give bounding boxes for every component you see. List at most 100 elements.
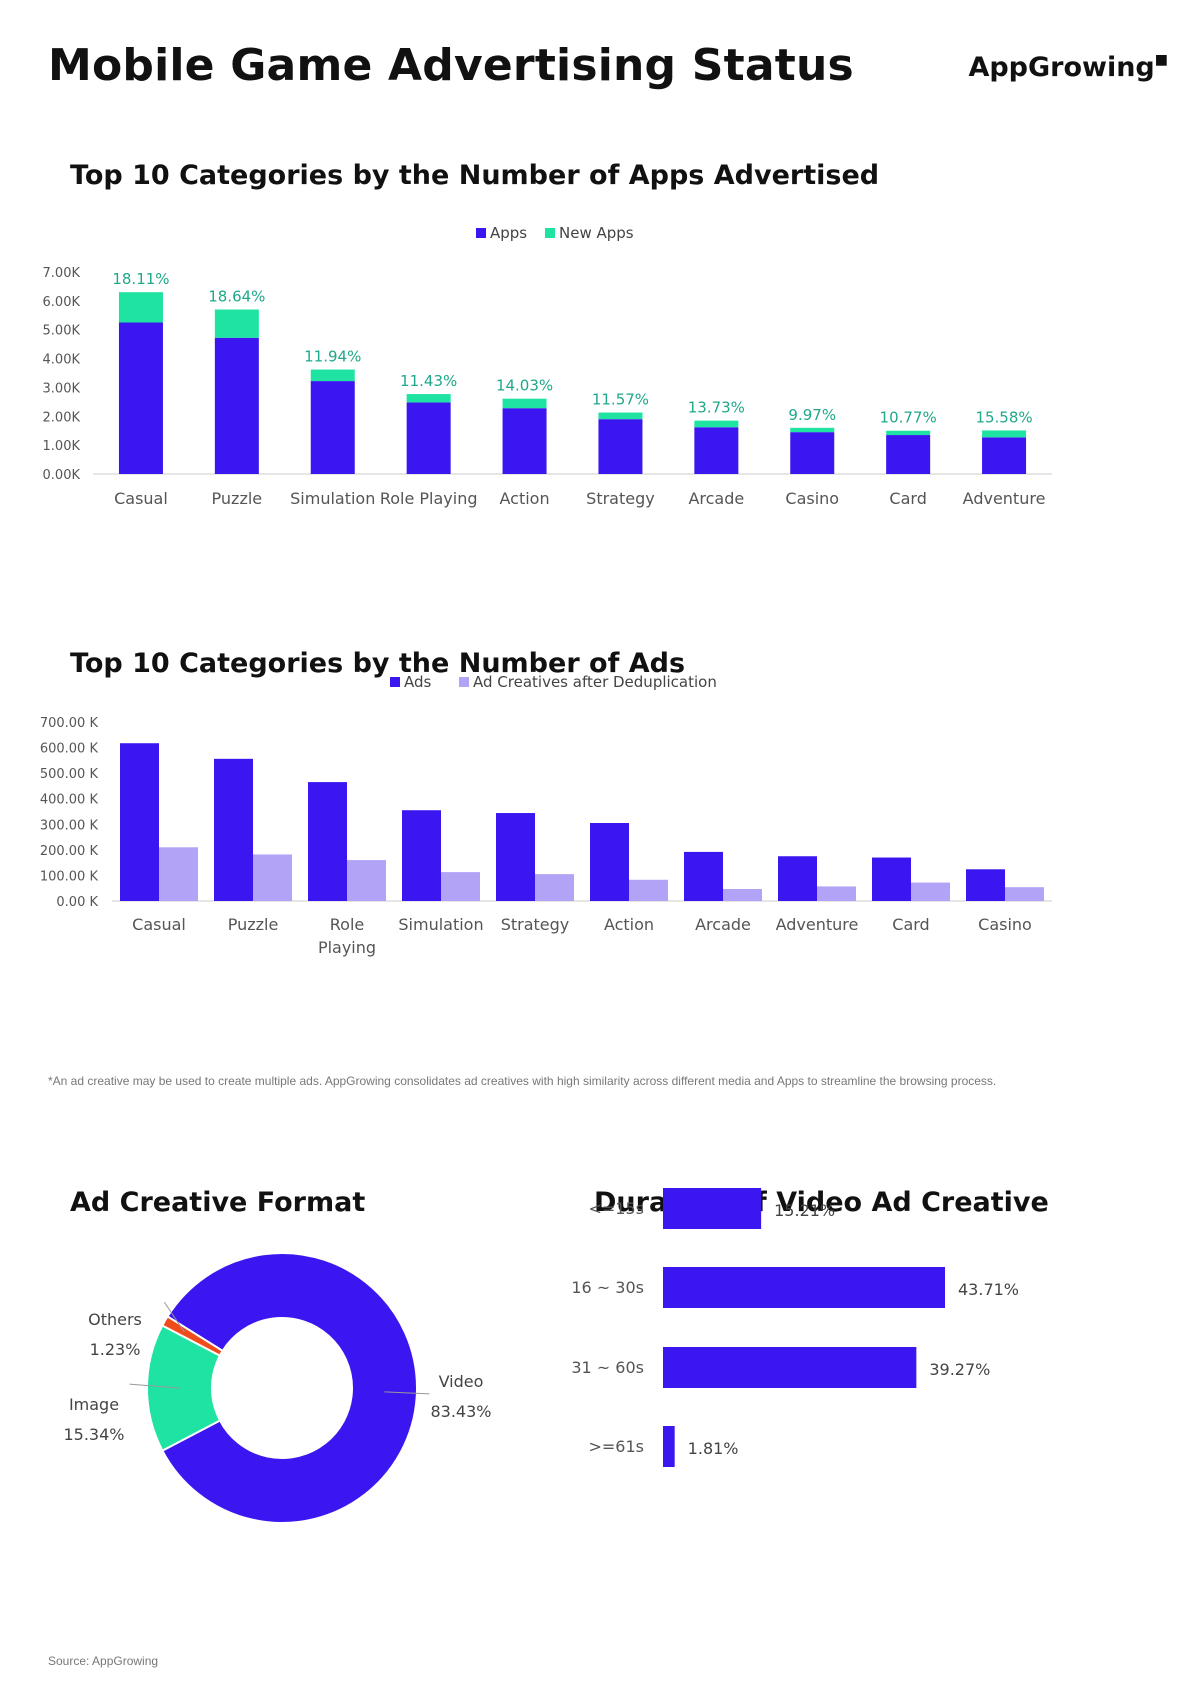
legend-swatch-0 xyxy=(390,677,400,687)
bar-ad-creatives xyxy=(817,886,856,901)
x-tick-label: Casual xyxy=(114,489,168,508)
data-label: 39.27% xyxy=(929,1360,990,1379)
chart1-title: Top 10 Categories by the Number of Apps … xyxy=(70,160,880,191)
bar-new-apps xyxy=(598,412,643,420)
logo-dot: ■ xyxy=(1154,52,1168,68)
data-label: 14.03% xyxy=(496,377,553,395)
data-label: 9.97% xyxy=(788,406,836,424)
bar-ad-creatives xyxy=(441,872,480,901)
leader-line-others xyxy=(163,1301,185,1333)
x-tick-label: Arcade xyxy=(695,915,751,934)
bar-new-apps xyxy=(982,430,1027,438)
bar-ad-creatives xyxy=(159,847,198,901)
bar-new-apps xyxy=(310,369,355,382)
bar-ads xyxy=(496,813,535,901)
x-tick-label: Strategy xyxy=(586,489,655,508)
donut-slice-others xyxy=(160,1315,225,1357)
slice-label: Image xyxy=(69,1395,119,1414)
x-tick-label: Card xyxy=(892,915,929,934)
x-tick-label: Simulation xyxy=(290,489,375,508)
duration-bar xyxy=(663,1426,675,1467)
legend-label-0: Ads xyxy=(404,673,432,691)
y-tick-label: 100.00 K xyxy=(40,869,99,884)
bar-ad-creatives xyxy=(911,882,950,901)
y-tick-label: 300.00 K xyxy=(40,818,99,833)
x-tick-label: Strategy xyxy=(501,915,570,934)
data-label: 11.94% xyxy=(304,348,361,366)
y-tick-label: 6.00K xyxy=(43,295,81,310)
x-tick-label: Puzzle xyxy=(212,489,263,508)
bar-ad-creatives xyxy=(629,879,668,901)
chart3-title: Ad Creative Format xyxy=(70,1187,366,1218)
bar-apps xyxy=(790,432,835,474)
duration-bar xyxy=(663,1267,945,1308)
slice-value: 83.43% xyxy=(430,1402,491,1421)
y-tick-label: 3.00K xyxy=(43,381,81,396)
slice-value: 1.23% xyxy=(90,1340,141,1359)
bar-new-apps xyxy=(694,420,739,428)
bar-ad-creatives xyxy=(253,854,292,901)
bar-apps xyxy=(598,419,643,474)
y-tick-label: 7.00K xyxy=(43,266,81,281)
bar-new-apps xyxy=(214,309,259,338)
bar-ads xyxy=(966,869,1005,901)
bar-new-apps xyxy=(886,430,931,436)
bar-new-apps xyxy=(790,427,835,433)
y-tick-label: 0.00K xyxy=(43,468,81,483)
data-label: 18.64% xyxy=(208,288,265,306)
bar-ads xyxy=(872,857,911,901)
slice-value: 15.34% xyxy=(63,1425,124,1444)
y-tick-label: 5.00K xyxy=(43,324,81,339)
chart-video-duration: <=15s 15.21% 16 ~ 30s 43.71% 31 ~ 60s 39.27% >… xyxy=(571,1188,1019,1467)
legend-label-0: Apps xyxy=(490,224,527,242)
x-tick-label: Action xyxy=(499,489,549,508)
data-label: 18.11% xyxy=(112,270,169,288)
bar-ad-creatives xyxy=(535,874,574,901)
data-label: 43.71% xyxy=(958,1280,1019,1299)
bar-ads xyxy=(590,823,629,901)
x-tick-label: Card xyxy=(889,489,926,508)
legend-swatch-1 xyxy=(459,677,469,687)
bar-ad-creatives xyxy=(723,888,762,901)
y-category-label: <=15s xyxy=(588,1199,644,1218)
logo-text: AppGrowing xyxy=(968,52,1155,83)
y-tick-label: 200.00 K xyxy=(40,844,99,859)
x-tick-label: Simulation xyxy=(398,915,483,934)
y-tick-label: 700.00 K xyxy=(40,716,99,731)
bar-ads xyxy=(778,856,817,901)
data-label: 15.21% xyxy=(774,1201,835,1220)
bar-apps xyxy=(118,322,163,474)
duration-bar xyxy=(663,1188,762,1229)
legend-swatch-0 xyxy=(476,228,486,238)
page-title: Mobile Game Advertising Status xyxy=(48,40,854,91)
bar-ad-creatives xyxy=(1005,887,1044,901)
legend-label-1: Ad Creatives after Deduplication xyxy=(473,673,717,691)
x-tick-label: Role Playing xyxy=(380,489,478,508)
x-tick-label: Puzzle xyxy=(228,915,279,934)
chart-number-of-ads: Ads Ad Creatives after Deduplication 0.00 … xyxy=(40,673,1052,957)
y-tick-label: 500.00 K xyxy=(40,767,99,782)
x-tick-label: Playing xyxy=(318,938,376,957)
duration-bar xyxy=(663,1347,917,1388)
chart-ad-creative-format: Video 83.43% Image 15.34% Others 1.23% xyxy=(63,1252,492,1524)
bar-ads xyxy=(120,743,159,901)
bar-ad-creatives xyxy=(347,860,386,901)
footnote: *An ad creative may be used to create mu… xyxy=(48,1074,997,1088)
x-tick-label: Casual xyxy=(132,915,186,934)
legend-swatch-1 xyxy=(545,228,555,238)
x-tick-label: Adventure xyxy=(776,915,859,934)
bar-apps xyxy=(694,427,739,474)
leader-line-image xyxy=(129,1383,180,1389)
y-tick-label: 400.00 K xyxy=(40,793,99,808)
slice-label: Video xyxy=(439,1372,484,1391)
y-tick-label: 600.00 K xyxy=(40,742,99,757)
bar-apps xyxy=(982,437,1027,474)
x-tick-label: Arcade xyxy=(688,489,744,508)
bar-new-apps xyxy=(406,394,451,403)
donut-slice-video xyxy=(161,1252,418,1524)
bar-new-apps xyxy=(502,398,547,409)
slice-label: Others xyxy=(88,1310,142,1329)
x-tick-label: Action xyxy=(604,915,654,934)
y-category-label: 31 ~ 60s xyxy=(571,1358,644,1377)
bar-ads xyxy=(402,810,441,901)
